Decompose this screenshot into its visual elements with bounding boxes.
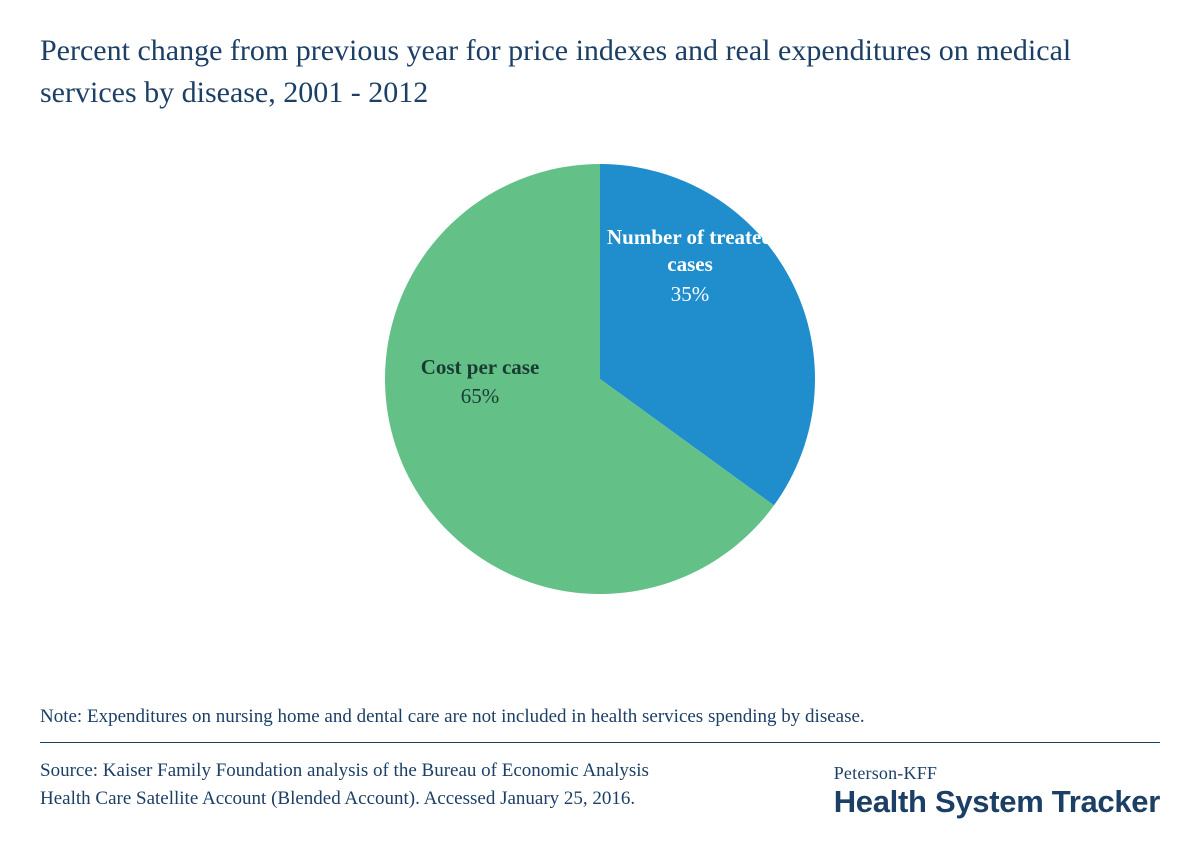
footer: Note: Expenditures on nursing home and d… — [40, 696, 1160, 820]
source-row: Source: Kaiser Family Foundation analysi… — [40, 743, 1160, 820]
slice-label-pct: 65% — [405, 383, 555, 410]
slice-label-text: Number of treated cases — [605, 224, 775, 279]
brand-logo: Peterson-KFF Health System Tracker — [834, 757, 1160, 820]
logo-bottom-text: Health System Tracker — [834, 784, 1160, 820]
slice-label-treated-cases: Number of treated cases 35% — [605, 224, 775, 308]
slice-label-pct: 35% — [605, 281, 775, 308]
chart-title: Percent change from previous year for pr… — [40, 30, 1160, 114]
slice-label-text: Cost per case — [405, 354, 555, 381]
logo-top-text: Peterson-KFF — [834, 763, 1160, 784]
pie-chart: Number of treated cases 35% Cost per cas… — [385, 164, 815, 594]
chart-source: Source: Kaiser Family Foundation analysi… — [40, 757, 660, 812]
chart-note: Note: Expenditures on nursing home and d… — [40, 696, 1160, 743]
slice-label-cost-per-case: Cost per case 65% — [405, 354, 555, 411]
chart-area: Number of treated cases 35% Cost per cas… — [40, 134, 1160, 624]
